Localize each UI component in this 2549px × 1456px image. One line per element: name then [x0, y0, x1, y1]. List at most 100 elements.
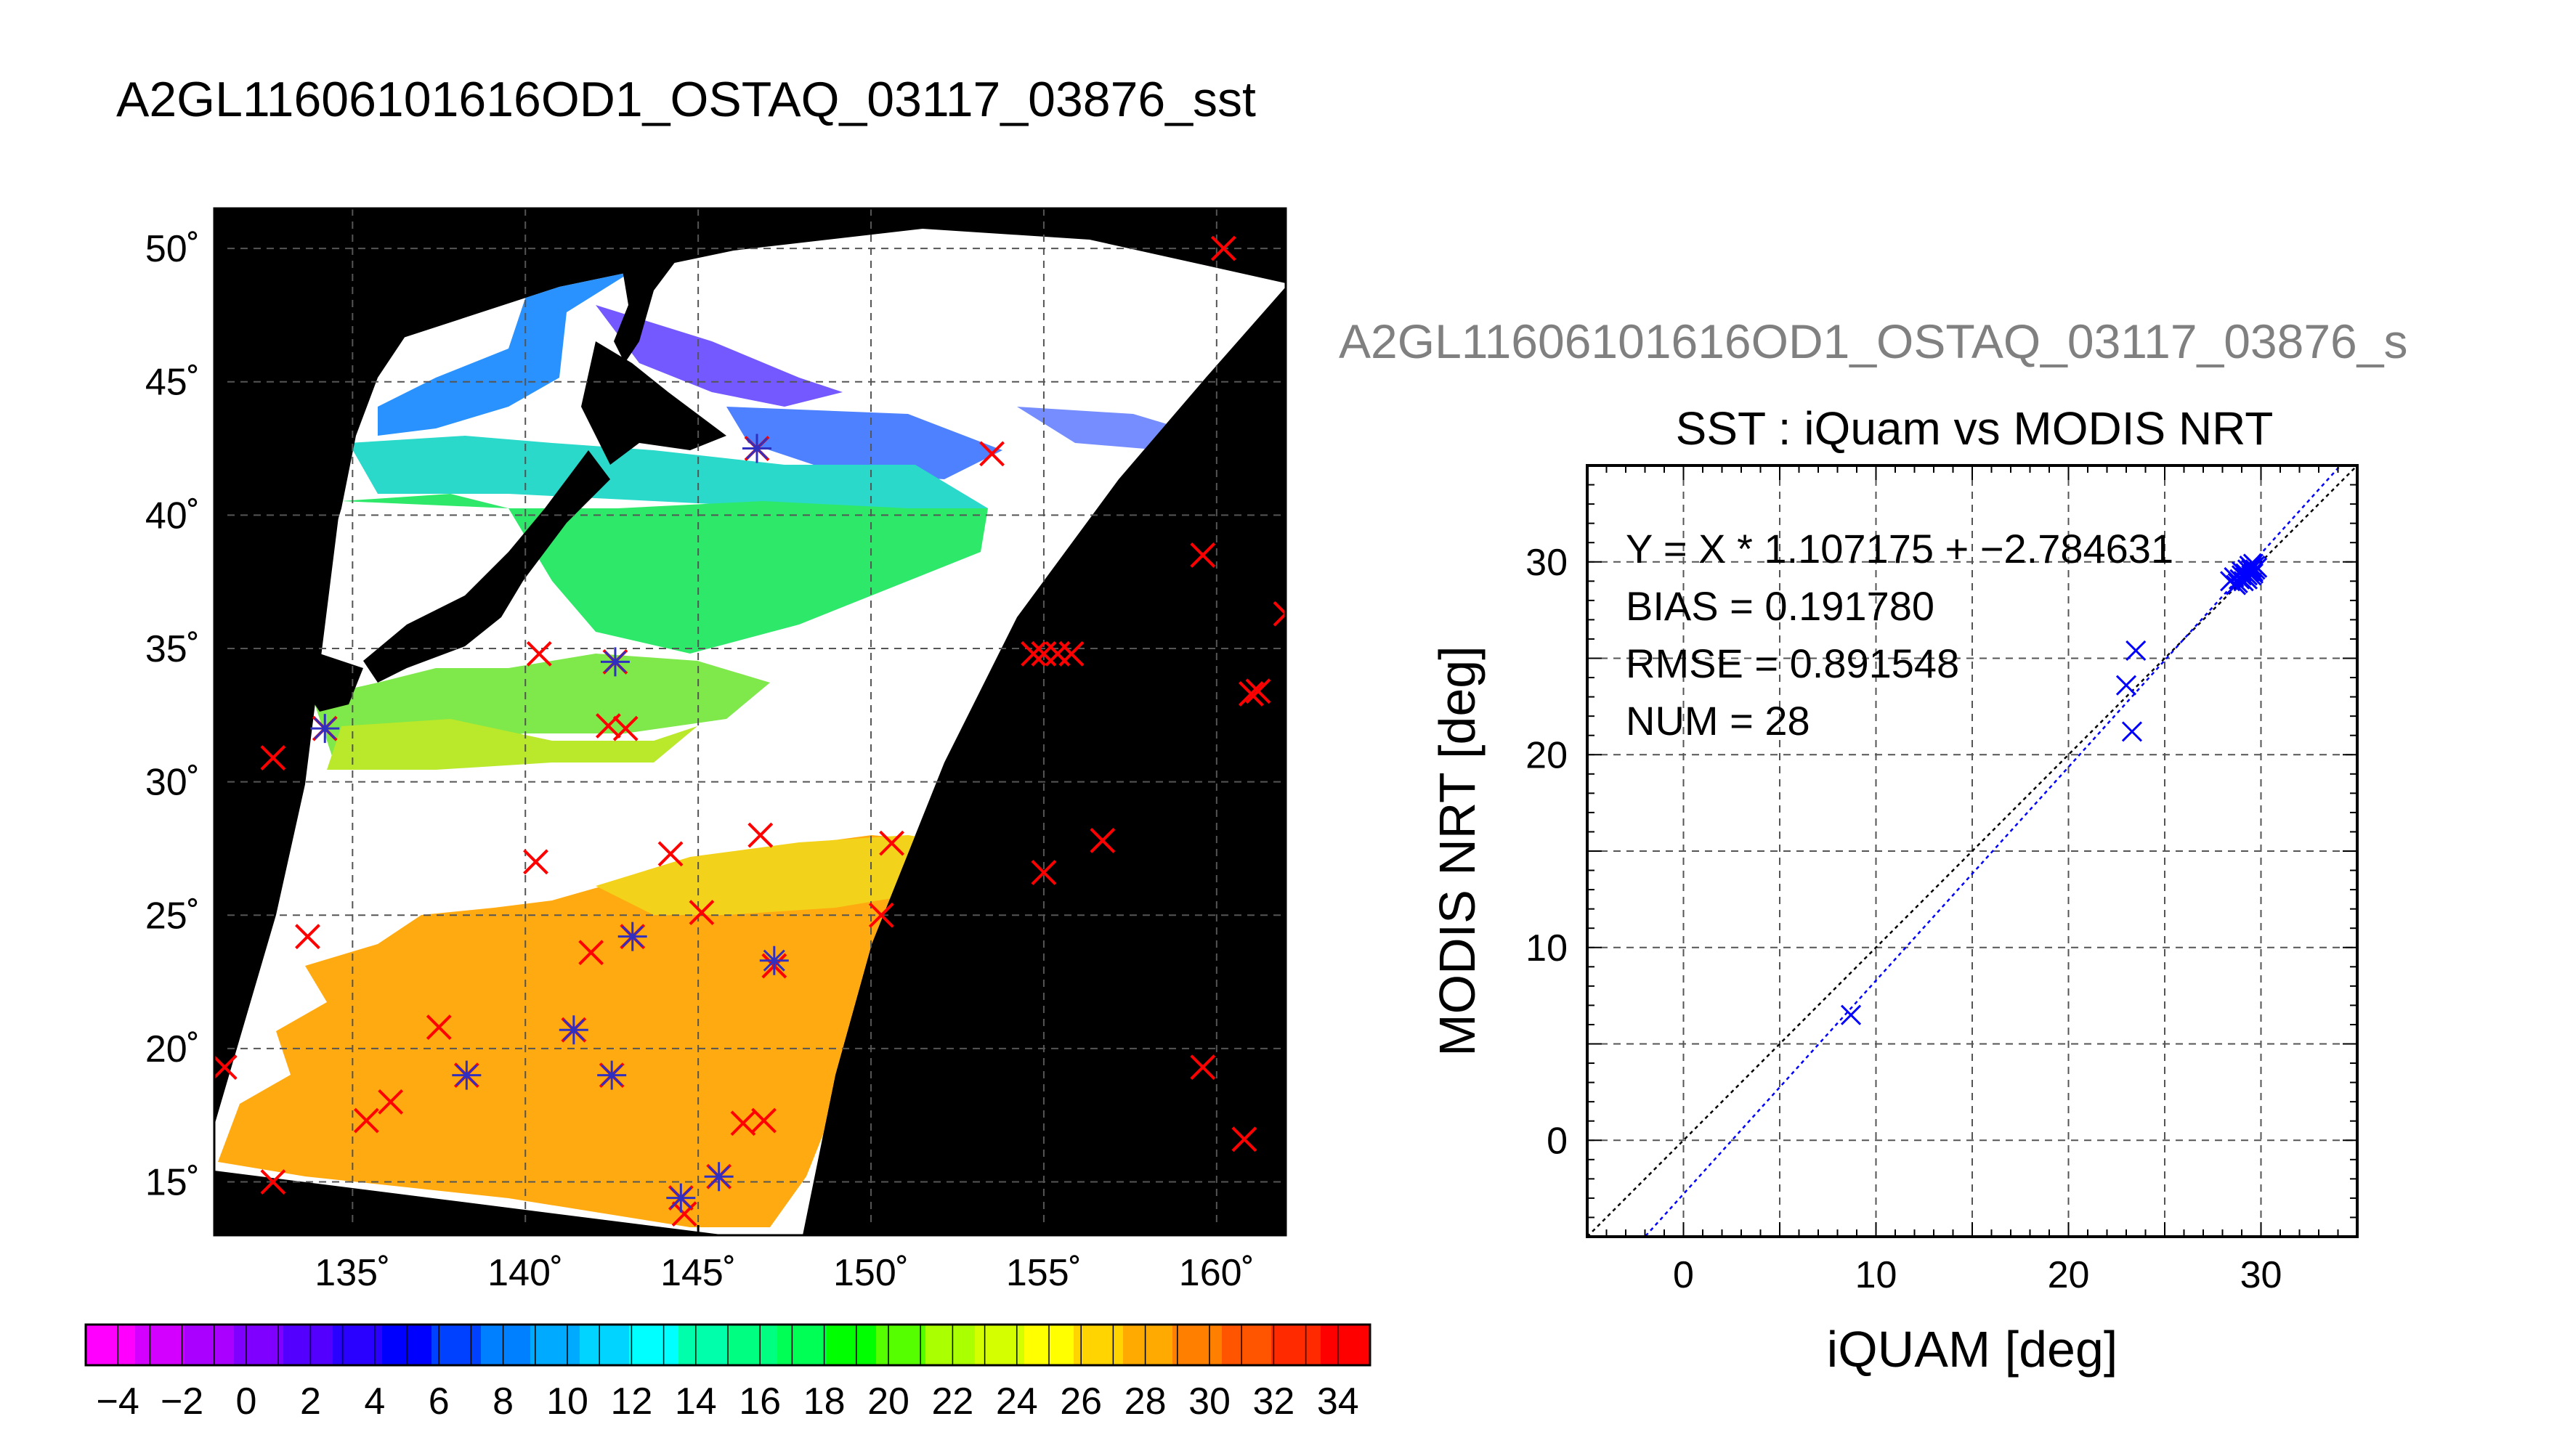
map-blue-asterisk-marker [600, 647, 630, 677]
colorbar-tick-label: −2 [161, 1380, 203, 1423]
colorbar-ticks: −4 −2 0 2 4 6 8 10 12 14 16 18 20 22 24 26 28 30 32 34 [97, 1325, 1359, 1423]
map-red-cross-marker [378, 1089, 404, 1115]
map-panel: 135˚ 140˚ 145˚ 150˚ 155˚ 160˚ 50˚ 45˚ 40˚ 35˚ 30˚… [145, 207, 1287, 1294]
sst-overlay [218, 229, 1206, 1227]
map-y-tick-label: 30˚ [145, 762, 200, 804]
sst-region-yellow [596, 835, 952, 915]
colorbar-tick-label: 12 [610, 1380, 652, 1423]
map-red-cross-marker [979, 441, 1005, 467]
map-red-cross-marker [879, 830, 904, 856]
map-x-tick-label: 135˚ [315, 1252, 390, 1294]
colorbar-cell [827, 1325, 877, 1365]
colorbar-cell [925, 1325, 976, 1365]
colorbar-tick-label: 24 [996, 1380, 1038, 1423]
scatter-y-axis-label: MODIS NRT [deg] [1429, 646, 1486, 1056]
scatter-x-tick-label: 0 [1673, 1254, 1694, 1296]
colorbar-cell [185, 1325, 235, 1365]
colorbar-cell [234, 1325, 284, 1365]
scatter-frame [1586, 464, 2359, 1238]
colorbar-cell [777, 1325, 827, 1365]
map-red-cross-marker [751, 1107, 777, 1134]
scatter-y-tick-label: 30 [1525, 542, 1568, 584]
colorbar-tick-label: 30 [1188, 1380, 1231, 1423]
colorbar-tick-label: 2 [300, 1380, 321, 1423]
map-red-cross-marker [260, 1169, 286, 1195]
map-red-cross-marker [671, 1201, 697, 1227]
scatter-point [2247, 557, 2268, 578]
colorbar-cell [283, 1325, 333, 1365]
map-red-cross-marker [1231, 1126, 1257, 1152]
map-red-cross-marker [1245, 678, 1271, 704]
colorbar-cell [876, 1325, 926, 1365]
map-blue-asterisk-marker [559, 1015, 588, 1045]
scatter-annotation: RMSE = 0.891548 [1626, 640, 1959, 686]
scatter-point [2125, 640, 2147, 661]
map-red-cross-marker [1058, 640, 1085, 667]
map-x-tick-label: 145˚ [660, 1252, 736, 1294]
colorbar-cell [86, 1325, 136, 1365]
colorbar-tick-label: −4 [97, 1380, 139, 1423]
colorbar-cell [481, 1325, 531, 1365]
map-red-cross-marker [612, 715, 639, 741]
map-red-cross-marker [214, 1054, 238, 1081]
colorbar-cell [1172, 1325, 1223, 1365]
colorbar-tick-label: 34 [1317, 1380, 1359, 1423]
map-blue-asterisk-marker [310, 714, 340, 744]
scatter-x-tick-label: 20 [2048, 1254, 2090, 1296]
sst-region-cyan [349, 436, 988, 523]
colorbar-cell [629, 1325, 679, 1365]
map-y-tick-label: 40˚ [145, 495, 200, 537]
colorbar-tick-label: 6 [429, 1380, 450, 1423]
map-blue-asterisk-marker [704, 1162, 734, 1192]
scatter-x-ticks: 0 10 20 30 [1673, 1254, 2282, 1296]
map-markers [214, 235, 1286, 1227]
colorbar-cell [135, 1325, 185, 1365]
colorbar-cell [1271, 1325, 1321, 1365]
scatter-annotation: NUM = 28 [1626, 698, 1810, 744]
colorbar-tick-label: 14 [675, 1380, 717, 1423]
map-red-cross-marker [295, 924, 320, 950]
scatter-annotation: BIAS = 0.191780 [1626, 583, 1934, 629]
scatter-point [1840, 1004, 1862, 1025]
colorbar-tick-label: 8 [493, 1380, 514, 1423]
scatter-annotations: Y = X * 1.107175 + −2.784631 BIAS = 0.191… [1626, 526, 2173, 744]
map-red-cross-marker [868, 902, 894, 928]
map-red-cross-marker [1090, 828, 1116, 853]
scatter-y-tick-label: 0 [1547, 1120, 1568, 1162]
map-red-cross-marker [657, 841, 684, 867]
sst-region-orange [218, 835, 952, 1227]
colorbar-tick-label: 28 [1124, 1380, 1167, 1423]
colorbar-cell [1123, 1325, 1173, 1365]
map-blue-asterisk-marker [759, 945, 789, 975]
colorbar-tick-label: 0 [236, 1380, 257, 1423]
sst-region-yellowgreen [327, 719, 697, 770]
map-red-cross-marker [578, 940, 604, 966]
scatter-y-tick-label: 20 [1525, 734, 1568, 776]
scatter-x-tick-label: 10 [1855, 1254, 1897, 1296]
map-blue-asterisk-marker [597, 1060, 627, 1090]
main-title: A2GL11606101616OD1_OSTAQ_03117_03876_sst [116, 72, 1256, 127]
land-masses [214, 208, 726, 1089]
map-y-tick-label: 45˚ [145, 362, 200, 404]
map-red-cross-marker [260, 745, 286, 770]
map-red-cross-marker [1239, 681, 1264, 707]
sst-region-hokkaido-east [726, 407, 1002, 479]
scatter-point [2225, 574, 2247, 595]
map-red-cross-marker [523, 849, 548, 875]
colorbar-tick-label: 10 [546, 1380, 588, 1423]
scatter-annotation: Y = X * 1.107175 + −2.784631 [1626, 526, 2173, 572]
map-red-cross-marker [1273, 601, 1286, 627]
scatter-points [1840, 553, 2268, 1025]
map-frame [213, 207, 1287, 1237]
land-hokkaido [581, 341, 726, 465]
map-x-tick-label: 155˚ [1006, 1252, 1082, 1294]
scatter-y-ticks: 0 10 20 30 [1525, 542, 1568, 1163]
map-blue-asterisk-marker [617, 922, 647, 951]
colorbar-tick-label: 18 [803, 1380, 846, 1423]
map-x-tick-label: 160˚ [1179, 1252, 1255, 1294]
map-y-tick-label: 25˚ [145, 895, 200, 937]
scatter-y-tick-label: 10 [1525, 927, 1568, 969]
land-sakhalin [614, 218, 676, 363]
map-red-cross-marker [526, 640, 552, 667]
